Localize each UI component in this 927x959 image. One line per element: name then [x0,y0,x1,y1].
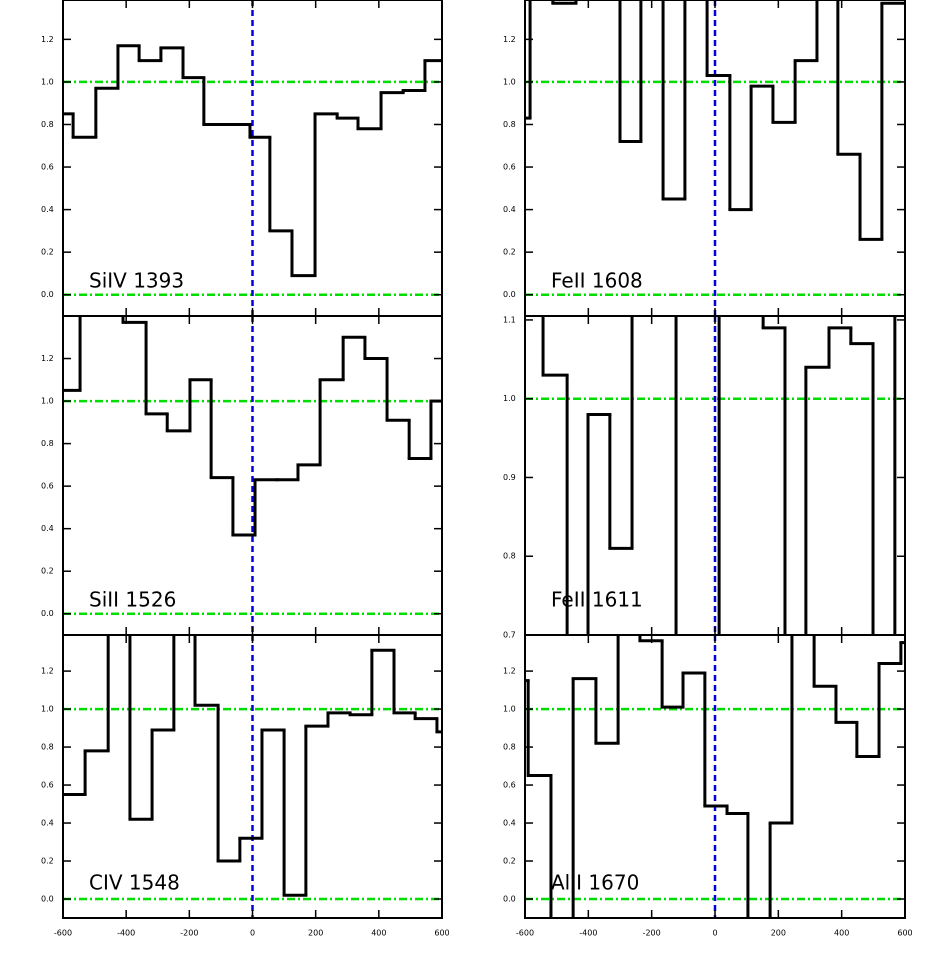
y-tick-label: 1.2 [503,667,516,676]
y-tick-label: 0.0 [41,290,54,299]
y-tick-label: 0.6 [503,781,516,790]
y-tick-label: 1.2 [41,35,54,44]
panel-label: SiIV 1393 [89,269,184,293]
y-tick-label: 0.0 [41,895,54,904]
panel-label: AlII 1670 [551,871,639,895]
y-tick-label: 0.6 [41,781,54,790]
y-tick-label: 0.6 [41,163,54,172]
y-tick-label: 0.2 [41,567,54,576]
panel: 0.7 0.8 0.9 1.0 1.1 FeII 1611 [503,315,906,640]
y-tick-label: 0.8 [503,743,516,752]
plot-area [525,0,905,316]
panel: 0.0 0.2 0.4 0.6 0.8 1.0 1.2 -600 -400 -200 0 200 400… [503,634,913,938]
x-tick-label: -200 [643,929,661,938]
y-tick-label: 0.2 [503,857,516,866]
panel-label: SiII 1526 [89,588,176,612]
y-tick-label: 0.8 [41,120,54,129]
y-tick-label: 0.4 [41,205,54,214]
y-tick-label: 0.8 [41,743,54,752]
plot-area [525,635,905,918]
y-tick-label: 0.2 [41,857,54,866]
x-tick-label: 600 [434,929,449,938]
y-tick-label: 0.6 [503,163,516,172]
panel: 0.0 0.2 0.4 0.6 0.8 1.0 1.2 FeII 1608 [503,0,906,317]
panel-label: FeII 1611 [551,588,643,612]
y-tick-label: 1.0 [503,394,516,403]
y-tick-label: 0.6 [41,482,54,491]
x-tick-label: 200 [771,929,786,938]
x-tick-label: 400 [371,929,386,938]
y-tick-label: 0.4 [503,205,516,214]
y-tick-label: 1.2 [503,35,516,44]
x-tick-label: 400 [834,929,849,938]
y-tick-label: 1.0 [41,397,54,406]
x-tick-label: -200 [180,929,198,938]
panel-label: FeII 1608 [551,269,643,293]
y-tick-label: 1.2 [41,354,54,363]
y-tick-label: 1.0 [503,705,516,714]
y-tick-label: 0.7 [503,631,516,640]
y-tick-label: 1.0 [41,77,54,86]
panel-label: CIV 1548 [89,871,180,895]
y-tick-label: 0.4 [41,524,54,533]
panel: 0.0 0.2 0.4 0.6 0.8 1.0 1.2 SiII 1526 [41,315,443,636]
y-tick-label: 0.9 [503,473,516,482]
x-tick-label: -600 [54,929,72,938]
y-tick-label: 0.4 [41,819,54,828]
x-tick-label: -600 [516,929,534,938]
y-tick-label: 1.0 [41,705,54,714]
y-tick-label: 1.1 [503,315,516,324]
y-tick-label: 0.2 [41,248,54,257]
y-tick-label: 1.0 [503,77,516,86]
panel: 0.0 0.2 0.4 0.6 0.8 1.0 1.2 SiIV 1393 [41,0,443,317]
x-tick-label: 200 [308,929,323,938]
y-tick-label: 0.4 [503,819,516,828]
y-tick-label: 0.8 [503,552,516,561]
y-tick-label: 0.0 [41,609,54,618]
plot-area [63,316,442,635]
y-tick-label: 0.8 [41,439,54,448]
x-tick-label: -400 [117,929,135,938]
y-tick-label: 0.8 [503,120,516,129]
y-tick-label: 0.0 [503,290,516,299]
y-tick-label: 0.2 [503,248,516,257]
y-tick-label: 0.0 [503,895,516,904]
x-tick-label: 0 [250,929,255,938]
y-tick-label: 1.2 [41,667,54,676]
plot-area [63,635,442,918]
x-tick-label: 0 [712,929,717,938]
x-tick-label: -400 [579,929,597,938]
plot-area [63,0,442,316]
x-tick-label: 600 [897,929,912,938]
plot-area [525,316,905,635]
panel: 0.0 0.2 0.4 0.6 0.8 1.0 1.2 -600 -400 -200 0 200 400… [41,634,450,938]
